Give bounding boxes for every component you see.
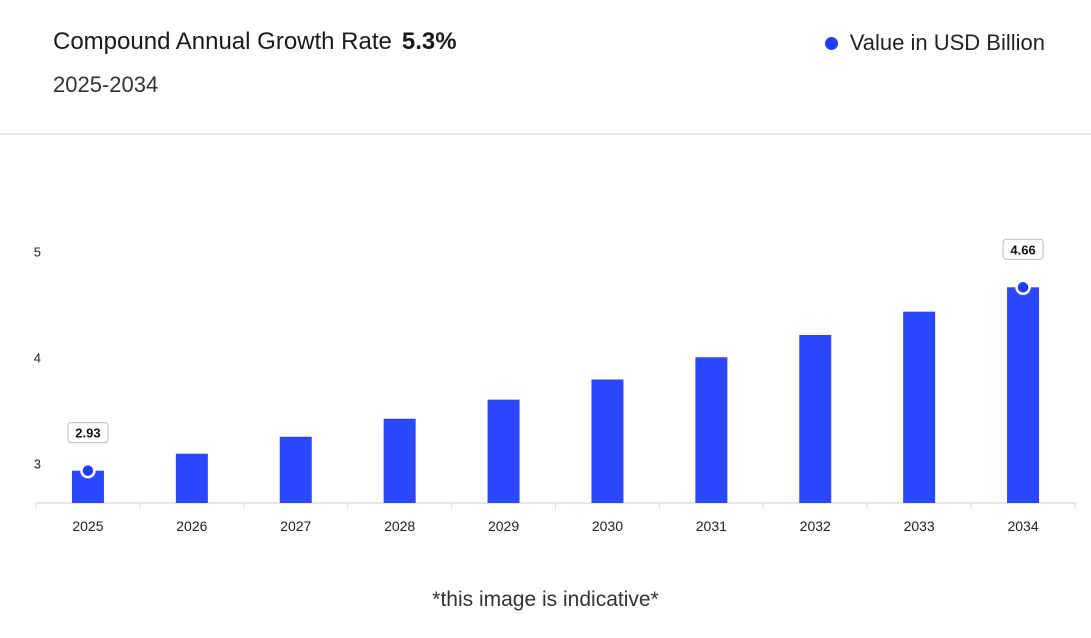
- bar-2030: [591, 379, 624, 503]
- bar-2026: [175, 453, 208, 503]
- bar-2034: [1007, 287, 1040, 503]
- legend: Value in USD Billion: [824, 30, 1045, 56]
- data-label-box-2025: [67, 422, 109, 444]
- x-tick-label-2031: 2031: [696, 518, 727, 534]
- bar-chart: 3 4 5 2025 2.93 2026 2027 2028 2029 2030 2031 2032 2…: [34, 238, 1076, 534]
- bar-2031: [695, 357, 728, 503]
- legend-dot-icon: [824, 36, 838, 50]
- bar-2027: [279, 436, 312, 503]
- y-tick-label: 4: [34, 350, 41, 365]
- x-tick-label-2027: 2027: [280, 518, 311, 534]
- y-tick-label: 3: [34, 456, 41, 471]
- x-tick-label-2033: 2033: [904, 518, 935, 534]
- x-tick-label-2034: 2034: [1007, 518, 1038, 534]
- period-label: 2025-2034: [53, 72, 159, 97]
- cagr-value: 5.3%: [401, 28, 457, 55]
- data-point-2034: [1015, 279, 1031, 296]
- bar-2033: [903, 311, 936, 503]
- x-tick-label-2032: 2032: [800, 518, 831, 534]
- x-tick-label-2029: 2029: [488, 518, 519, 534]
- x-tick-label-2030: 2030: [592, 518, 623, 534]
- legend-label: Value in USD Billion: [849, 30, 1045, 55]
- bar-2028: [383, 418, 416, 503]
- cagr-label: Compound Annual Growth Rate: [53, 28, 392, 55]
- cagr-title: Compound Annual Growth Rate 5.3%: [53, 28, 457, 56]
- bar-2029: [487, 399, 520, 503]
- data-point-2025: [80, 462, 96, 479]
- data-label-2034: 4.66: [1010, 242, 1035, 257]
- footnote: *this image is indicative*: [432, 588, 659, 611]
- x-tick-label-2025: 2025: [72, 518, 103, 534]
- x-tick-label-2026: 2026: [176, 518, 207, 534]
- data-label-2025: 2.93: [75, 426, 100, 441]
- y-tick-label: 5: [34, 244, 41, 259]
- chart-header: Compound Annual Growth Rate 5.3% 2025-203…: [0, 0, 1091, 135]
- data-label-box-2034: [1002, 238, 1044, 260]
- x-tick-label-2028: 2028: [384, 518, 415, 534]
- bar-2032: [799, 334, 832, 503]
